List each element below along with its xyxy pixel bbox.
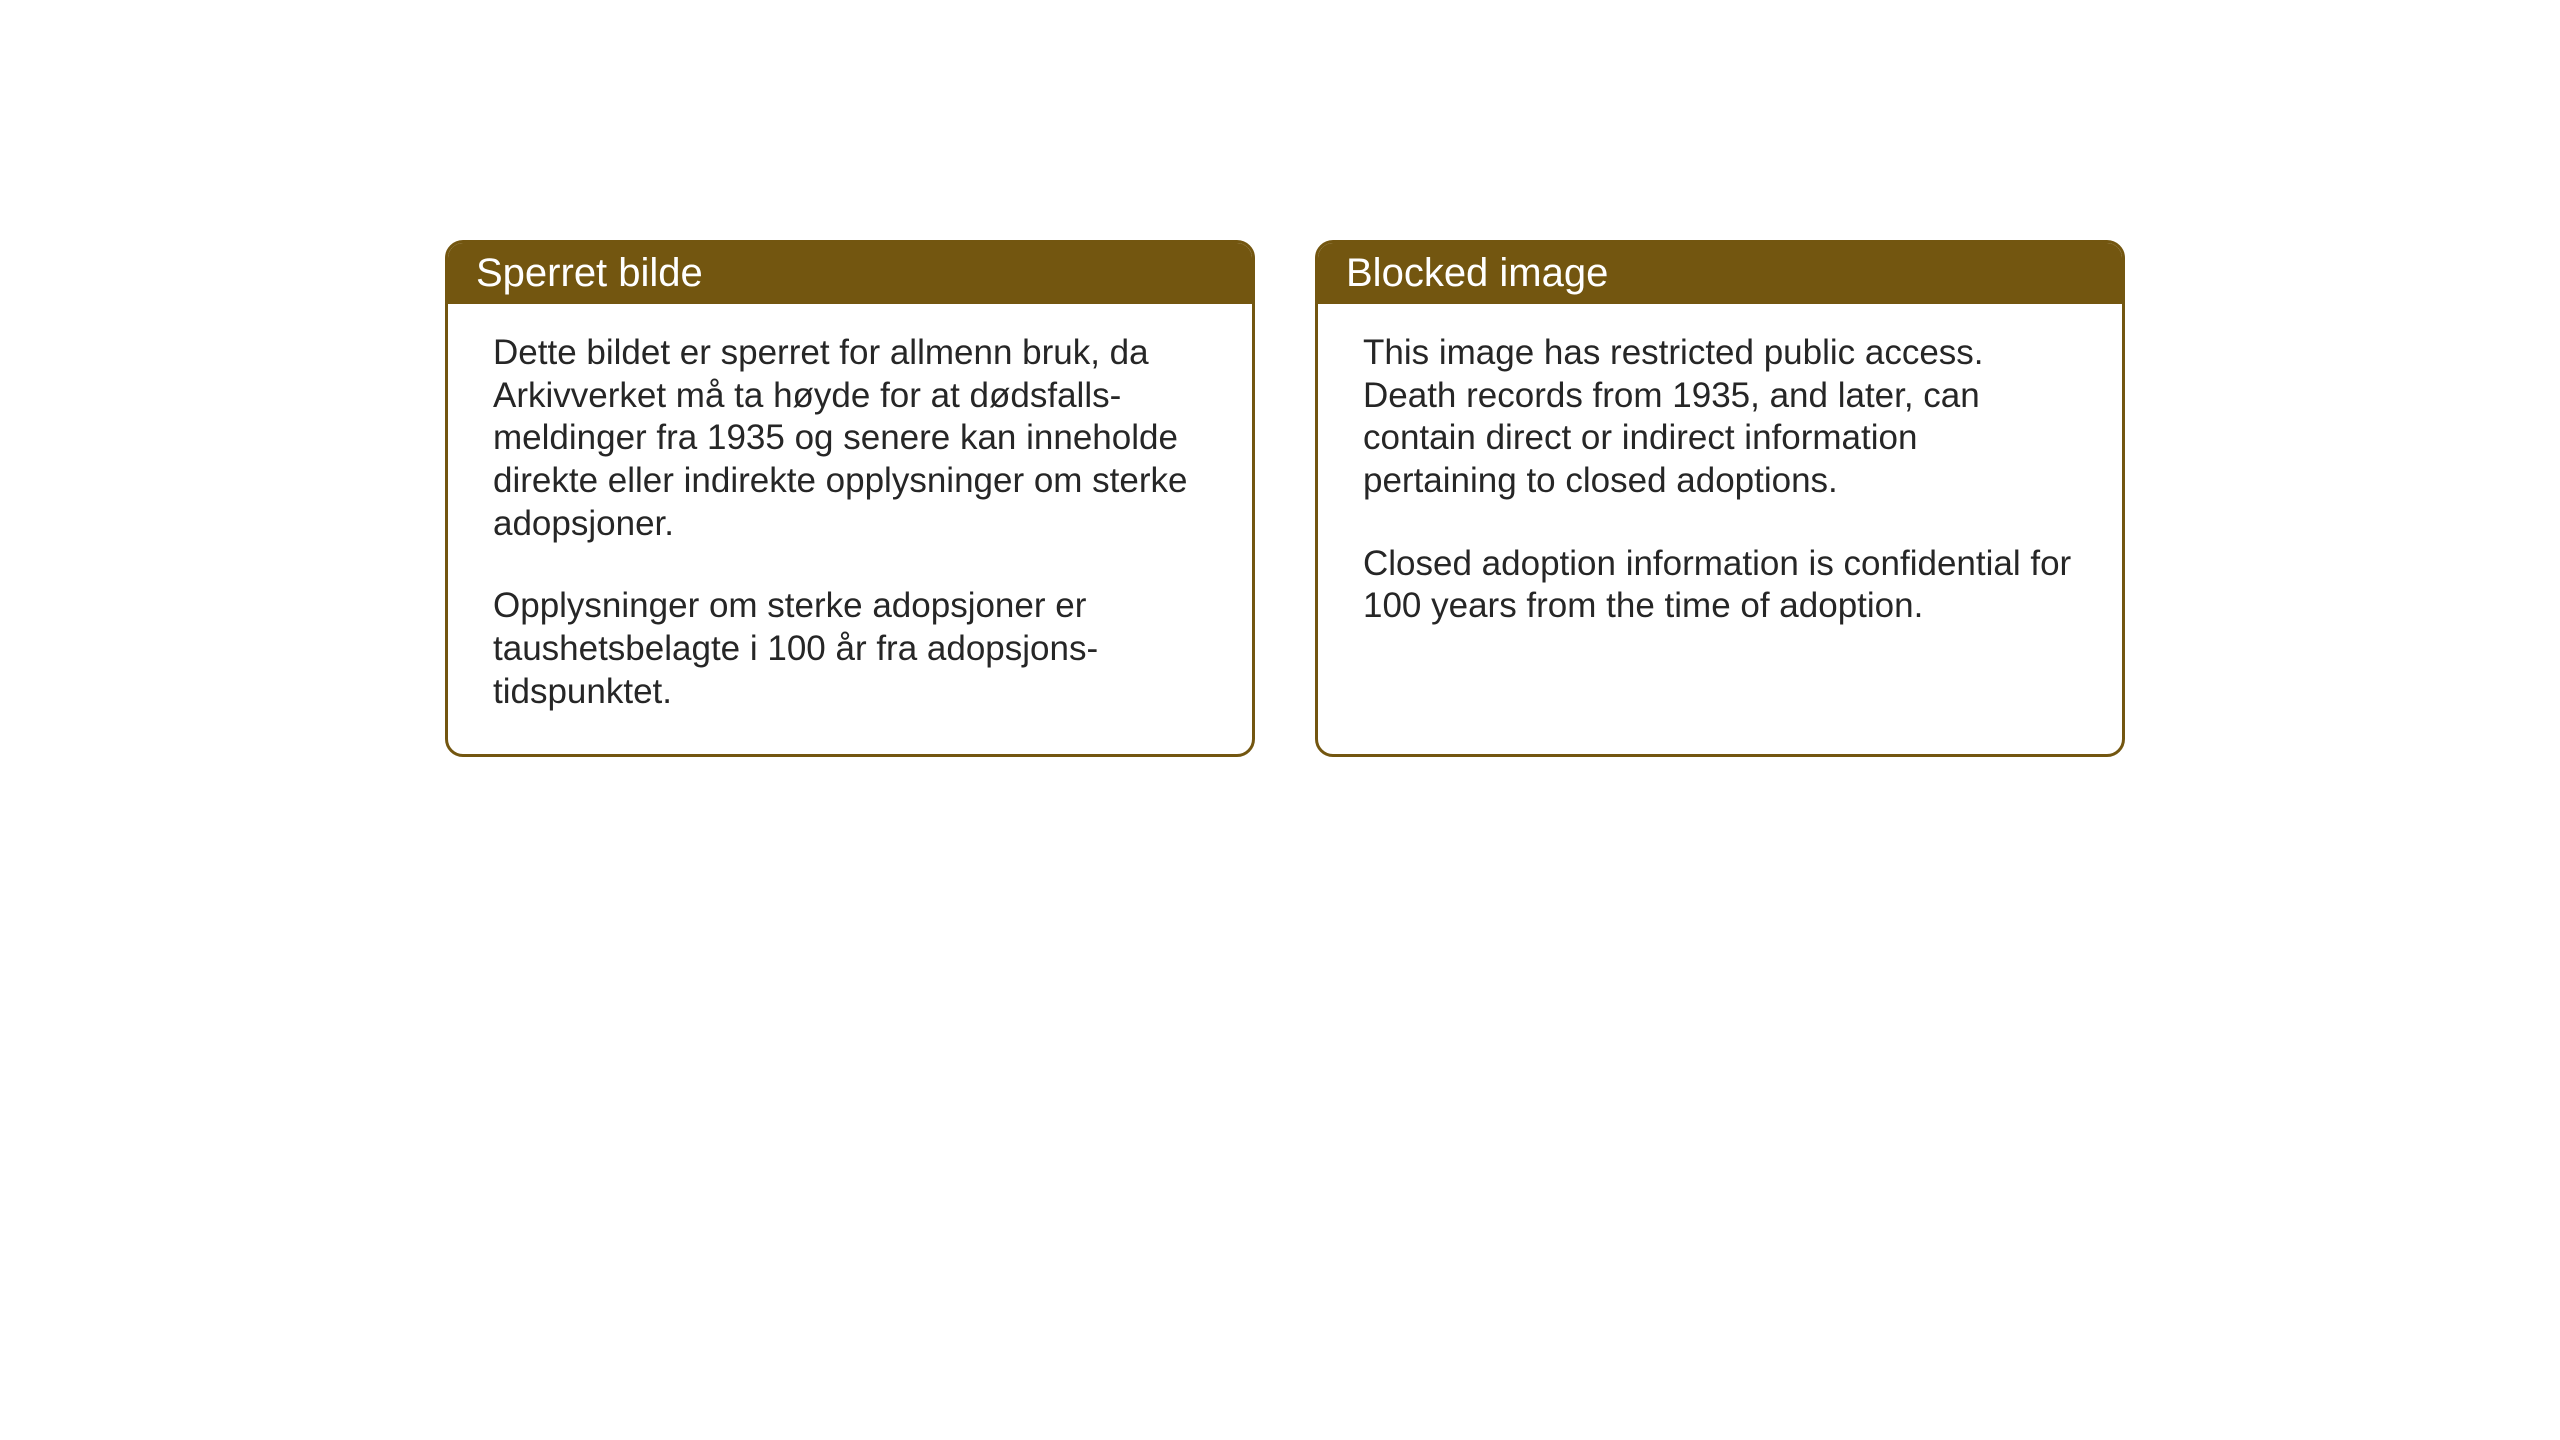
card-header-english: Blocked image [1318,243,2122,304]
notice-container: Sperret bilde Dette bildet er sperret fo… [445,240,2125,757]
paragraph-text: This image has restricted public access.… [1363,332,2077,503]
notice-card-norwegian: Sperret bilde Dette bildet er sperret fo… [445,240,1255,757]
paragraph-text: Closed adoption information is confident… [1363,543,2077,628]
card-body-english: This image has restricted public access.… [1318,304,2122,718]
card-title: Blocked image [1346,251,1608,295]
card-title: Sperret bilde [476,251,703,295]
notice-card-english: Blocked image This image has restricted … [1315,240,2125,757]
card-body-norwegian: Dette bildet er sperret for allmenn bruk… [448,304,1252,754]
card-header-norwegian: Sperret bilde [448,243,1252,304]
paragraph-text: Opplysninger om sterke adopsjoner er tau… [493,585,1207,713]
paragraph-text: Dette bildet er sperret for allmenn bruk… [493,332,1207,545]
